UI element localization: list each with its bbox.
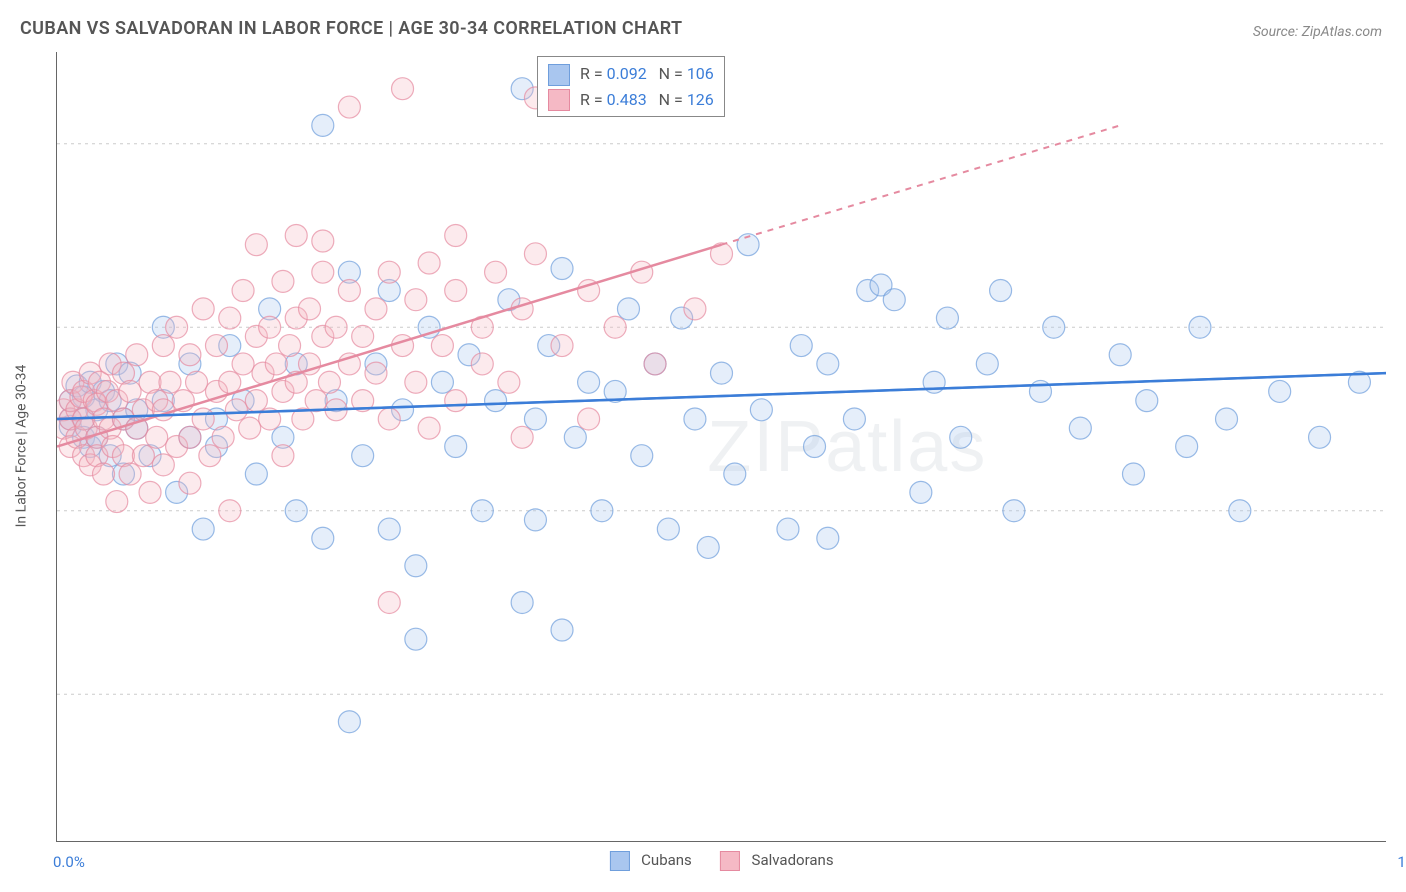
r-value: 0.483 <box>607 90 647 109</box>
r-label: R = <box>580 64 607 83</box>
correlation-legend-row: R = 0.092 N = 106 <box>548 61 714 87</box>
x-axis-max-label: 100.0% <box>1397 853 1406 871</box>
n-value: 106 <box>687 64 714 83</box>
n-label: N = <box>647 64 687 83</box>
chart-frame: CUBAN VS SALVADORAN IN LABOR FORCE | AGE… <box>0 0 1406 892</box>
legend-item-cubans: Cubans <box>609 851 691 871</box>
n-label: N = <box>647 90 687 109</box>
x-axis-min-label: 0.0% <box>53 853 85 871</box>
correlation-legend: R = 0.092 N = 106R = 0.483 N = 126 <box>537 56 725 117</box>
n-value: 126 <box>687 90 714 109</box>
salvadorans-swatch <box>720 851 740 871</box>
legend-swatch <box>548 89 570 111</box>
plot-area: ZIPatlas R = 0.092 N = 106R = 0.483 N = … <box>56 52 1386 842</box>
y-axis-label: In Labor Force | Age 30-34 <box>13 365 29 528</box>
cubans-swatch <box>609 851 629 871</box>
series-legend: Cubans Salvadorans <box>609 851 833 871</box>
legend-swatch <box>548 64 570 86</box>
r-label: R = <box>580 90 607 109</box>
salvadorans-label: Salvadorans <box>752 851 834 869</box>
cubans-label: Cubans <box>641 851 692 869</box>
plot-svg <box>57 52 1386 841</box>
source-attribution: Source: ZipAtlas.com <box>1253 24 1382 40</box>
legend-item-salvadorans: Salvadorans <box>720 851 834 871</box>
chart-title: CUBAN VS SALVADORAN IN LABOR FORCE | AGE… <box>20 18 683 39</box>
r-value: 0.092 <box>607 64 647 83</box>
correlation-legend-row: R = 0.483 N = 126 <box>548 87 714 113</box>
y-axis-label-wrap: In Labor Force | Age 30-34 <box>6 0 36 892</box>
